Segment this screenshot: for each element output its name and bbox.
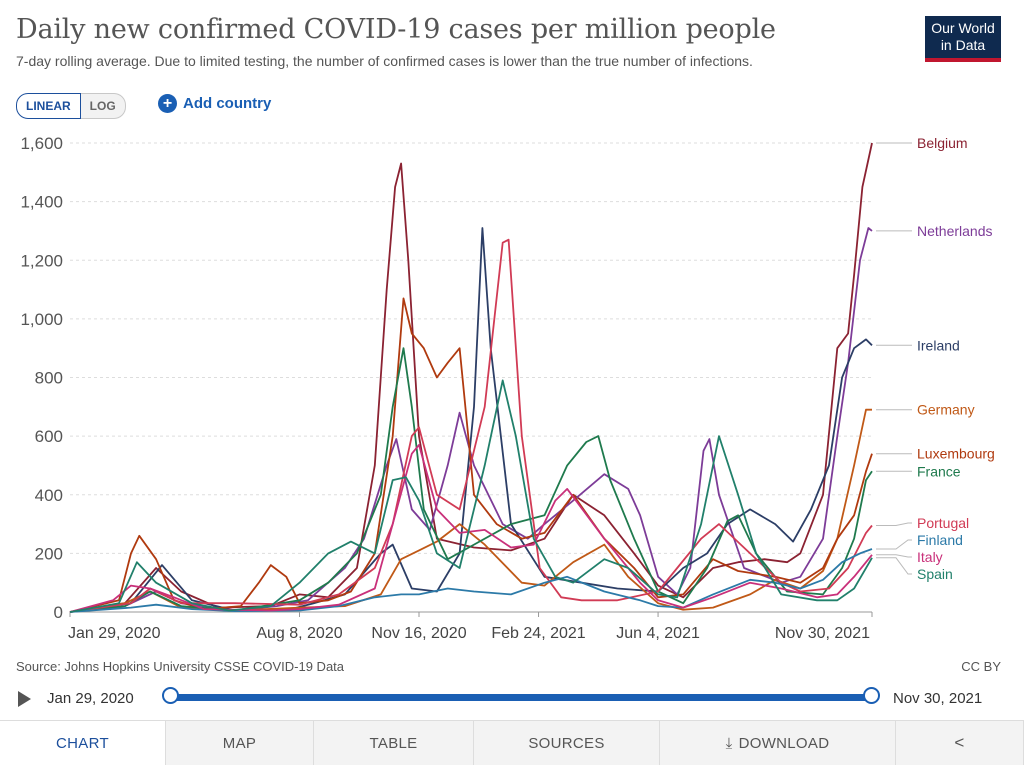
label-leader-line — [876, 554, 912, 558]
scale-toggle: LINEAR LOG — [16, 93, 126, 119]
y-tick-label: 1,400 — [20, 193, 63, 212]
x-tick-label: Nov 16, 2020 — [371, 625, 466, 642]
tab-chart[interactable]: CHART — [0, 721, 166, 765]
linear-scale-button[interactable]: LINEAR — [16, 93, 81, 119]
series-line-germany — [69, 408, 872, 613]
series-line-portugal — [69, 238, 873, 613]
y-tick-label: 1,200 — [20, 251, 63, 270]
series-label-finland: Finland — [917, 532, 963, 548]
license-link[interactable]: CC BY — [961, 659, 1001, 674]
y-tick-label: 600 — [35, 427, 63, 446]
timeline-track[interactable] — [170, 694, 871, 701]
tab-bar: CHART MAP TABLE SOURCES ⤓ DOWNLOAD < — [0, 720, 1024, 765]
y-tick-label: 1,000 — [20, 310, 63, 329]
series-label-portugal: Portugal — [917, 515, 969, 531]
tab-sources[interactable]: SOURCES — [474, 721, 660, 765]
series-line-belgium — [69, 142, 873, 613]
series-line-italy — [69, 444, 873, 613]
series-label-italy: Italy — [917, 549, 943, 565]
y-tick-label: 1,600 — [20, 134, 63, 153]
plus-circle-icon: + — [158, 94, 177, 113]
label-leader-line — [876, 539, 912, 550]
series-label-spain: Spain — [917, 566, 953, 582]
tab-download-label: DOWNLOAD — [738, 734, 830, 752]
log-scale-button[interactable]: LOG — [80, 93, 126, 119]
page-subtitle: 7-day rolling average. Due to limited te… — [16, 53, 753, 69]
series-label-germany: Germany — [917, 402, 975, 418]
label-leader-line — [876, 557, 912, 575]
y-tick-label: 800 — [35, 369, 63, 388]
series-line-spain — [69, 379, 873, 613]
logo-accent-bar — [925, 58, 1001, 62]
page-title: Daily new confirmed COVID-19 cases per m… — [16, 14, 776, 45]
series-label-france: France — [917, 463, 961, 479]
x-tick-label: Feb 24, 2021 — [491, 625, 585, 642]
series-labels: Belgium Netherlands Ireland Germany Luxembou… — [876, 135, 995, 582]
timeline-end-label: Nov 30, 2021 — [893, 690, 983, 707]
timeline-start-handle[interactable] — [162, 687, 179, 704]
label-leader-line — [876, 522, 912, 526]
y-axis: 0 200 400 600 800 1,000 1,200 1,400 1,600 — [20, 134, 63, 622]
series-label-netherlands: Netherlands — [917, 223, 993, 239]
x-tick-label: Nov 30, 2021 — [775, 625, 870, 642]
tab-table[interactable]: TABLE — [314, 721, 474, 765]
tab-download[interactable]: ⤓ DOWNLOAD — [660, 721, 896, 765]
source-note[interactable]: Source: Johns Hopkins University CSSE CO… — [16, 659, 345, 674]
series-line-luxembourg — [69, 297, 873, 613]
download-icon: ⤓ — [725, 734, 733, 752]
x-axis: Jan 29, 2020 Aug 8, 2020 Nov 16, 2020 Feb 2… — [68, 612, 873, 642]
y-tick-label: 200 — [35, 544, 63, 563]
tab-map[interactable]: MAP — [166, 721, 314, 765]
series-line-netherlands — [69, 227, 873, 613]
series-lines — [69, 142, 873, 613]
logo-line-1: Our World — [931, 20, 995, 36]
y-tick-label: 400 — [35, 486, 63, 505]
share-icon: < — [954, 733, 965, 752]
tab-share[interactable]: < — [896, 721, 1024, 765]
timeline: Jan 29, 2020 Nov 30, 2021 — [0, 685, 1024, 715]
x-tick-label: Jan 29, 2020 — [68, 625, 161, 642]
add-country-button[interactable]: + Add country — [158, 94, 271, 113]
y-tick-label: 0 — [54, 603, 63, 622]
series-label-belgium: Belgium — [917, 135, 968, 151]
timeline-start-label: Jan 29, 2020 — [47, 690, 134, 707]
owid-logo[interactable]: Our World in Data — [925, 16, 1001, 62]
logo-line-2: in Data — [940, 37, 986, 53]
play-icon[interactable] — [18, 691, 31, 707]
series-label-luxembourg: Luxembourg — [917, 446, 995, 462]
timeline-end-handle[interactable] — [863, 687, 880, 704]
x-tick-label: Jun 4, 2021 — [616, 625, 700, 642]
series-label-ireland: Ireland — [917, 337, 960, 353]
line-chart: 0 200 400 600 800 1,000 1,200 1,400 1,600 Jan 29… — [20, 134, 995, 642]
x-tick-label: Aug 8, 2020 — [256, 625, 342, 642]
add-country-label: Add country — [183, 95, 272, 112]
